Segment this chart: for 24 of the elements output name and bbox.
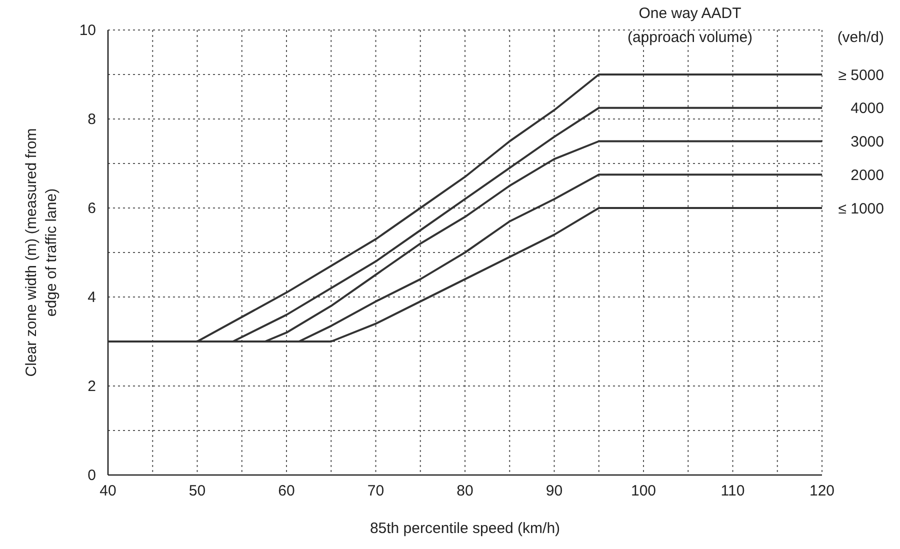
x-axis-title: 85th percentile speed (km/h) bbox=[370, 520, 560, 537]
y-tick-label: 10 bbox=[79, 22, 96, 39]
x-tick-label: 50 bbox=[188, 482, 206, 500]
legend-title: One way AADT (approach volume) bbox=[627, 5, 753, 46]
y-tick-label: 4 bbox=[88, 288, 96, 306]
series-label: ≥ 5000 bbox=[838, 66, 884, 84]
y-tick-label: 0 bbox=[88, 466, 96, 484]
series-label: 4000 bbox=[850, 100, 884, 118]
series-label: ≤ 1000 bbox=[838, 200, 884, 218]
x-tick-label: 110 bbox=[720, 482, 745, 500]
text: (veh/d) bbox=[837, 29, 884, 46]
y-tick-label: 8 bbox=[88, 110, 96, 128]
x-tick-label: 90 bbox=[546, 482, 563, 500]
x-tick-label: 60 bbox=[278, 482, 295, 500]
x-tick-label: 80 bbox=[456, 482, 474, 500]
y-axis-title: Clear zone width (m) (measured from edge of traffic lane) bbox=[23, 128, 60, 377]
series-label: 3000 bbox=[850, 134, 884, 150]
x-tick-label: 70 bbox=[367, 482, 384, 500]
x-tick-label: 120 bbox=[809, 482, 835, 500]
x-tick-label: 40 bbox=[100, 482, 116, 500]
y-tick-label: 2 bbox=[88, 378, 96, 395]
series-label: 2000 bbox=[850, 166, 884, 184]
y-tick-label: 6 bbox=[88, 200, 96, 217]
x-tick-label: 100 bbox=[630, 482, 656, 500]
